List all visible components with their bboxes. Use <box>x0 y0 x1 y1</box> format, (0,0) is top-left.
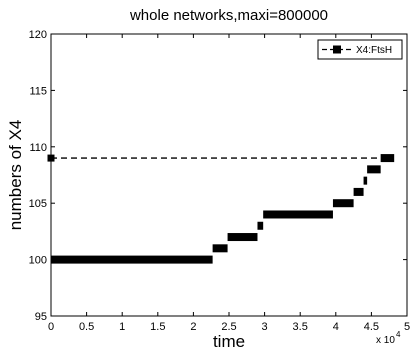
y-tick-label: 120 <box>29 29 47 41</box>
step-segment <box>227 233 258 242</box>
x-tick-label: 5 <box>404 321 410 333</box>
legend-box <box>317 39 403 60</box>
x-tick-label: 3 <box>262 321 268 333</box>
series-layer <box>47 154 395 264</box>
step-segment <box>353 187 364 196</box>
legend-entry-label: X4:FtsH <box>356 45 392 56</box>
plot-area <box>50 33 408 317</box>
x-multiplier-base: x 10 <box>376 335 395 346</box>
x-axis-label: time <box>213 332 245 351</box>
x-tick-label: 0 <box>48 321 54 333</box>
y-tick-label: 105 <box>29 198 47 210</box>
series-x4-ftsh-point <box>47 154 55 162</box>
step-segment <box>380 154 395 163</box>
x-tick-label: 2.5 <box>221 321 236 333</box>
step-segment <box>332 199 354 208</box>
step-segment <box>263 210 333 219</box>
y-tick-label: 100 <box>29 255 47 267</box>
x-tick-label: 4.5 <box>364 321 379 333</box>
step-segment <box>51 255 213 264</box>
y-tick-label: 115 <box>29 85 47 97</box>
y-axis-label: numbers of X4 <box>6 120 25 231</box>
step-segment <box>212 244 228 253</box>
x-tick-label: 4 <box>333 321 339 333</box>
y-axis: 95 100 105 110 115 120 <box>29 29 407 323</box>
x-tick-label: 3.5 <box>293 321 308 333</box>
legend: X4:FtsH <box>317 39 403 60</box>
step-segment <box>367 165 381 174</box>
x-axis: 0 0.5 1 1.5 2 2.5 3 3.5 4 4.5 5 <box>48 34 410 333</box>
legend-marker <box>333 45 341 54</box>
step-segment <box>257 221 264 230</box>
x-tick-label: 0.5 <box>79 321 94 333</box>
y-tick-label: 95 <box>35 311 47 323</box>
y-tick-label: 110 <box>29 142 47 154</box>
x-axis-multiplier: x 10 4 <box>376 330 401 346</box>
chart-title: whole networks,maxi=800000 <box>129 7 328 24</box>
x-tick-label: 1.5 <box>150 321 165 333</box>
x-multiplier-exponent: 4 <box>396 330 401 339</box>
x-tick-label: 1 <box>119 321 125 333</box>
x-tick-label: 2 <box>190 321 196 333</box>
step-segment <box>363 176 368 185</box>
